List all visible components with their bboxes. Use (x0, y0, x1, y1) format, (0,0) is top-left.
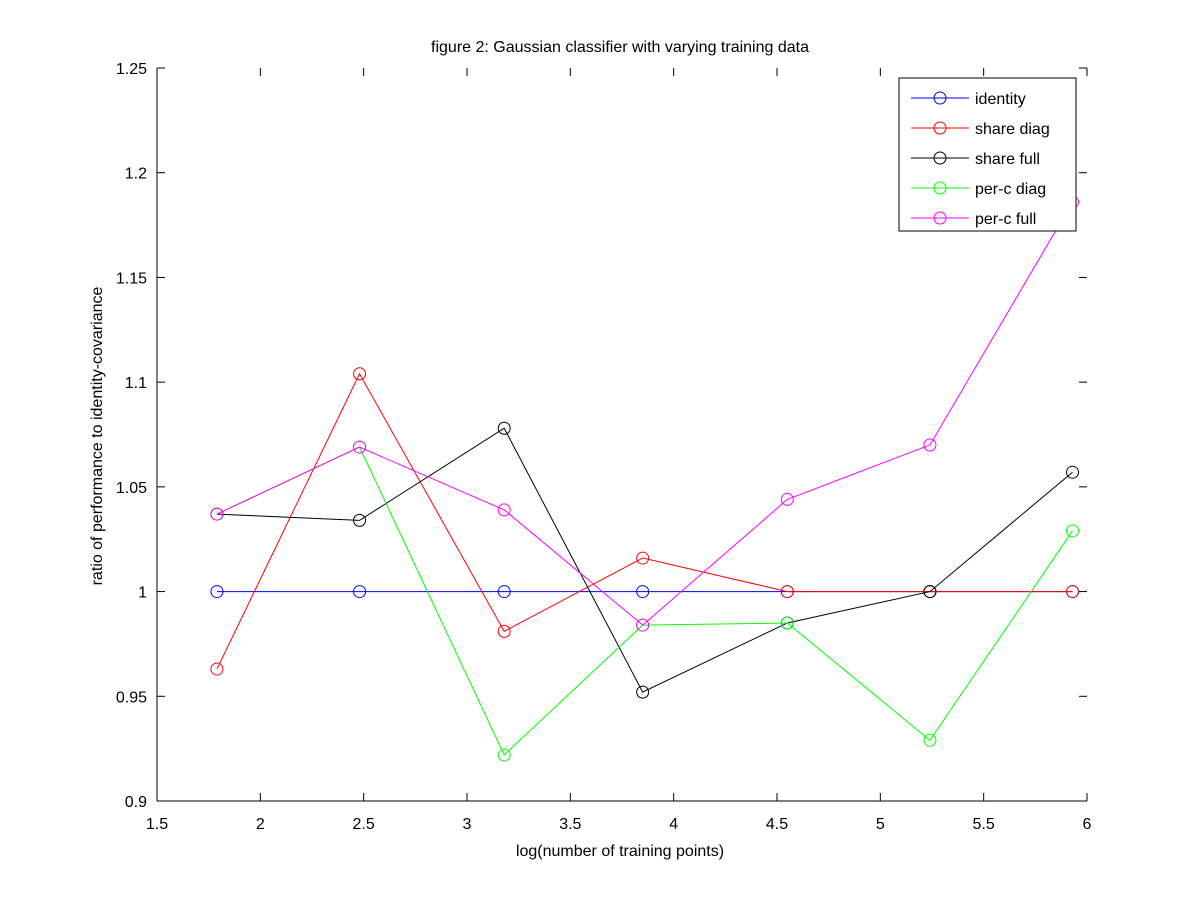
y-axis-label: ratio of performance to identity-covaria… (89, 286, 106, 585)
x-tick-label: 2 (256, 816, 265, 833)
y-tick-label: 0.9 (125, 794, 147, 811)
series-share-full (210, 421, 1080, 699)
data-point-per-c-diag (497, 748, 511, 762)
x-tick-label: 1.5 (146, 816, 168, 833)
data-point-per-c-full (636, 618, 650, 632)
series-line-per-c-diag (216, 446, 1073, 756)
legend-item-share-full: share full (911, 151, 1040, 168)
x-axis-label: log(number of training points) (516, 843, 724, 860)
x-tick-label: 2.5 (353, 816, 375, 833)
data-point-identity (636, 585, 650, 599)
legend-item-identity: identity (911, 91, 1026, 108)
y-tick-label: 0.95 (116, 689, 147, 706)
legend-marker (933, 181, 947, 195)
y-tick-label: 1.05 (116, 480, 147, 497)
legend-item-per-c-full: per-c full (911, 211, 1036, 228)
data-point-share-diag (210, 662, 224, 676)
x-ticks: 1.5 2 2.5 3 3.5 4 4.5 5 5.5 6 (146, 68, 1092, 833)
y-ticks: 0.9 0.95 1 1.05 1.1 1.15 1.2 1.25 (116, 61, 1087, 811)
x-tick-label: 5 (876, 816, 885, 833)
legend-label: share full (975, 151, 1040, 168)
legend-label: identity (975, 91, 1026, 108)
data-point-share-diag (636, 551, 650, 565)
series-per-c-full (210, 195, 1080, 632)
legend-marker (933, 91, 947, 105)
data-point-per-c-full (780, 492, 794, 506)
y-tick-label: 1.1 (125, 375, 147, 392)
legend-marker (933, 151, 947, 165)
data-point-share-full (1066, 465, 1080, 479)
legend-item-share-diag: share diag (911, 121, 1050, 138)
x-tick-label: 4.5 (766, 816, 788, 833)
data-point-share-full (923, 585, 937, 599)
data-point-share-diag (497, 624, 511, 638)
legend-label: share diag (975, 121, 1050, 138)
legend-items: identity share diag share full per-c diag pe… (911, 91, 1050, 228)
data-point-per-c-full (923, 438, 937, 452)
data-point-per-c-full (497, 503, 511, 517)
data-point-share-full (353, 513, 367, 527)
y-tick-label: 1 (138, 585, 147, 602)
data-point-per-c-full (353, 440, 367, 454)
data-point-share-diag (780, 585, 794, 599)
legend-label: per-c full (975, 211, 1036, 228)
x-tick-label: 3 (463, 816, 472, 833)
data-point-per-c-full (210, 507, 224, 521)
legend-marker (933, 121, 947, 135)
data-point-per-c-diag (923, 733, 937, 747)
data-point-identity (210, 585, 224, 599)
x-tick-label: 3.5 (559, 816, 581, 833)
y-tick-label: 1.25 (116, 61, 147, 78)
legend-label: per-c diag (975, 181, 1046, 198)
x-tick-label: 6 (1083, 816, 1092, 833)
series-layer (210, 195, 1080, 762)
y-tick-label: 1.15 (116, 270, 147, 287)
legend: identity share diag share full per-c diag pe… (898, 77, 1077, 232)
series-line-share-full (216, 427, 1073, 693)
legend-box (898, 77, 1077, 232)
data-point-share-full (636, 685, 650, 699)
data-point-share-diag (353, 367, 367, 381)
series-line-per-c-full (216, 201, 1073, 626)
data-point-identity (497, 585, 511, 599)
data-point-per-c-diag (780, 616, 794, 630)
data-point-share-full (497, 421, 511, 435)
axes (156, 68, 1087, 802)
chart-title: figure 2: Gaussian classifier with varyi… (431, 39, 809, 56)
legend-marker (933, 211, 947, 225)
x-tick-label: 5.5 (973, 816, 995, 833)
series-per-c-diag (210, 440, 1080, 762)
x-tick-label: 4 (669, 816, 678, 833)
data-point-identity (353, 585, 367, 599)
data-point-share-diag (1066, 585, 1080, 599)
y-tick-label: 1.2 (125, 166, 147, 183)
data-point-per-c-diag (1066, 524, 1080, 538)
legend-item-per-c-diag: per-c diag (911, 181, 1046, 198)
